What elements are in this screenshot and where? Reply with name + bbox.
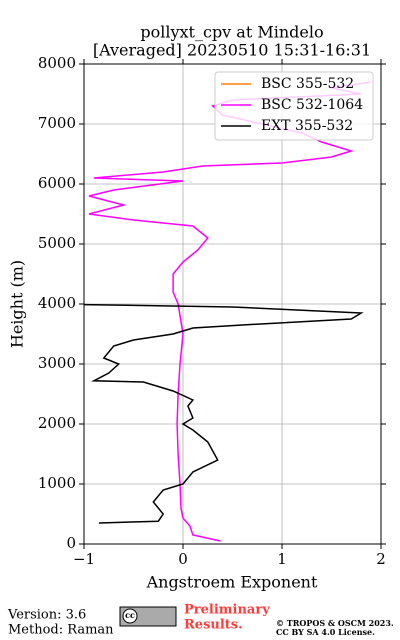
version: Version: 3.6 — [7, 608, 86, 623]
copyright: © TROPOS & OSCM 2023. — [276, 618, 394, 628]
chart-title: pollyxt_cpv at Mindelo — [140, 23, 323, 42]
y-axis-label: Height (m) — [8, 260, 27, 348]
legend-box — [214, 71, 374, 141]
y-tick-label: 2000 — [38, 414, 76, 432]
y-tick-label: 8000 — [38, 54, 76, 72]
preliminary: Preliminary — [184, 603, 270, 618]
method: Method: Raman — [8, 623, 114, 638]
y-tick-label: 1000 — [38, 474, 76, 492]
plot-frame — [83, 63, 382, 545]
x-axis-label: Angstroem Exponent — [146, 573, 318, 592]
y-tick-label: 3000 — [38, 354, 76, 372]
legend-label: EXT 355-532 — [261, 118, 353, 134]
y-tick-label: 7000 — [38, 114, 76, 132]
x-tick-label: −1 — [73, 550, 95, 568]
copyright: CC BY SA 4.0 License. — [276, 627, 375, 637]
y-tick-label: 6000 — [38, 174, 76, 192]
x-tick-label: 0 — [178, 550, 188, 568]
preliminary: Results. — [184, 618, 243, 633]
chart-title: [Averaged] 20230510 15:31-16:31 — [93, 41, 371, 60]
y-tick-label: 4000 — [38, 294, 76, 312]
profile-line — [83, 303, 364, 524]
y-tick-label: 0 — [66, 534, 76, 552]
y-tick-label: 5000 — [38, 234, 76, 252]
logo-text: cc — [125, 610, 135, 620]
logo-circle — [122, 608, 138, 624]
legend-label: BSC 532-1064 — [261, 97, 363, 113]
legend-label: BSC 355-532 — [261, 76, 354, 92]
x-tick-label: 2 — [376, 550, 386, 568]
x-tick-label: 1 — [277, 550, 287, 568]
